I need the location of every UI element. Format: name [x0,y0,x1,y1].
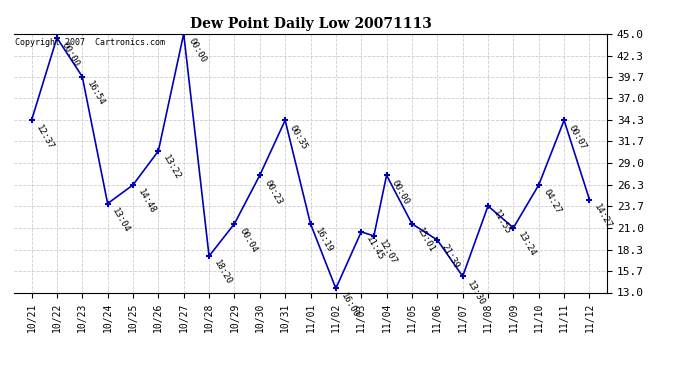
Text: 15:01: 15:01 [415,226,436,254]
Text: 00:00: 00:00 [60,40,81,68]
Text: 12:07: 12:07 [377,238,398,267]
Text: 21:39: 21:39 [440,243,462,270]
Title: Dew Point Daily Low 20071113: Dew Point Daily Low 20071113 [190,17,431,31]
Text: 13:04: 13:04 [110,206,132,234]
Text: 00:07: 00:07 [567,123,588,151]
Text: 04:27: 04:27 [542,188,563,216]
Text: 00:04: 00:04 [237,226,259,254]
Text: 12:37: 12:37 [34,123,56,151]
Text: 13:22: 13:22 [161,154,182,182]
Text: 18:20: 18:20 [212,259,233,286]
Text: 16:54: 16:54 [85,80,106,107]
Text: 14:27: 14:27 [592,202,613,230]
Text: 11:55: 11:55 [491,209,512,237]
Text: 13:30: 13:30 [466,279,486,307]
Text: 00:23: 00:23 [263,178,284,206]
Text: Copyright 2007  Cartronics.com: Copyright 2007 Cartronics.com [15,38,165,46]
Text: 00:35: 00:35 [288,123,309,151]
Text: 16:00: 16:00 [339,291,360,319]
Text: 00:00: 00:00 [186,36,208,64]
Text: 11:45: 11:45 [364,235,385,262]
Text: 13:24: 13:24 [516,231,538,258]
Text: 16:19: 16:19 [313,226,335,254]
Text: 00:00: 00:00 [389,178,411,206]
Text: 14:48: 14:48 [136,188,157,216]
